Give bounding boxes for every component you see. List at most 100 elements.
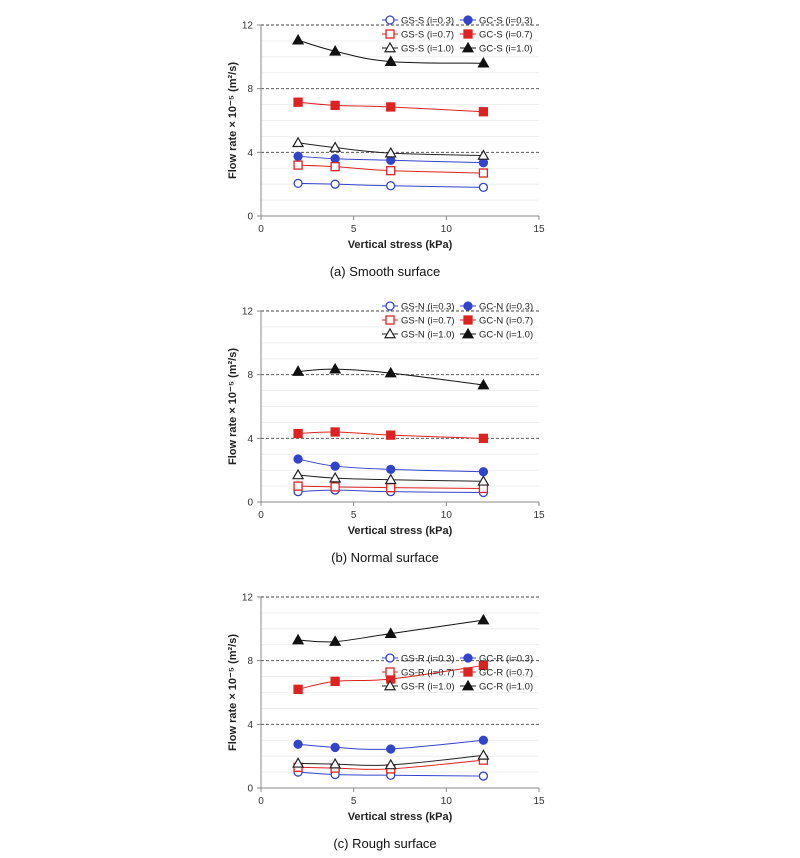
data-point — [329, 635, 342, 646]
series-gs-r-i-1-0 — [292, 749, 490, 770]
legend-item: GS-R (i=1.0) — [382, 679, 455, 693]
data-point — [478, 771, 489, 781]
legend-item: GS-R (i=0.3) — [382, 653, 455, 665]
data-point — [293, 178, 303, 189]
legend-label: GS-S (i=1.0) — [401, 44, 454, 55]
legend-item: GC-R (i=1.0) — [460, 679, 533, 693]
data-point — [292, 468, 305, 480]
panel-caption: (c) Rough surface — [333, 836, 436, 851]
legend-item: GS-S (i=0.3) — [382, 15, 454, 27]
legend-item: GC-S (i=1.0) — [460, 41, 533, 55]
data-point — [478, 467, 489, 477]
x-axis-label: Vertical stress (kPa) — [348, 239, 453, 251]
legend-item: GS-R (i=0.7) — [382, 667, 455, 679]
legend-label: GC-S (i=0.7) — [479, 30, 533, 41]
legend-item: GS-N (i=1.0) — [382, 327, 455, 341]
series-line — [298, 485, 484, 489]
x-tick-label: 15 — [533, 224, 545, 235]
data-point — [384, 627, 397, 638]
data-point — [330, 427, 340, 437]
data-point — [293, 481, 303, 491]
legend-label: GS-N (i=0.3) — [401, 302, 455, 313]
data-point — [384, 55, 397, 66]
data-point — [478, 182, 489, 193]
y-axis-label: Flow rate × 10⁻⁵ (m²/s) — [227, 634, 239, 751]
data-point — [329, 757, 342, 769]
x-tick-label: 10 — [441, 796, 453, 807]
y-tick-label: 8 — [247, 370, 253, 381]
legend-item: GC-N (i=1.0) — [460, 327, 533, 341]
series-line — [298, 164, 484, 174]
legend-label: GS-S (i=0.7) — [401, 30, 454, 41]
series-gs-s-i-1-0 — [292, 136, 490, 160]
series-line — [298, 474, 484, 482]
legend-marker — [385, 315, 395, 325]
data-point — [386, 181, 396, 191]
legend-marker — [461, 327, 475, 339]
data-point — [478, 735, 489, 745]
data-point — [478, 158, 489, 168]
data-point — [293, 428, 303, 439]
data-point — [477, 378, 490, 390]
y-tick-label: 8 — [247, 656, 253, 667]
series-line — [298, 771, 484, 777]
data-point — [477, 56, 490, 68]
y-tick-label: 0 — [247, 212, 253, 223]
legend-marker — [383, 679, 397, 691]
legend-item: GC-N (i=0.3) — [460, 301, 533, 313]
legend-label: GS-R (i=1.0) — [401, 682, 455, 693]
legend-label: GS-N (i=0.7) — [401, 316, 455, 327]
y-axis-label: Flow rate × 10⁻⁵ (m²/s) — [227, 62, 239, 179]
series-line — [298, 368, 484, 386]
data-point — [384, 758, 397, 770]
data-point — [292, 33, 305, 45]
y-tick-label: 4 — [247, 434, 253, 445]
series-gs-s-i-0-7 — [293, 160, 489, 178]
series-gc-s-i-1-0 — [292, 33, 490, 68]
legend-item: GC-S (i=0.7) — [460, 29, 533, 41]
x-tick-label: 5 — [351, 510, 357, 521]
legend-item: GS-S (i=0.7) — [382, 29, 454, 41]
data-point — [330, 100, 340, 111]
legend-label: GS-S (i=0.3) — [401, 16, 454, 27]
legend-item: GS-N (i=0.7) — [382, 315, 455, 327]
data-point — [478, 168, 489, 178]
series-line — [298, 182, 484, 188]
series-line — [297, 664, 484, 690]
series-line — [298, 431, 484, 439]
legend-marker — [385, 301, 395, 311]
y-tick-label: 4 — [247, 148, 253, 159]
legend-marker — [461, 41, 475, 53]
legend: GS-N (i=0.3) GC-N (i=0.3) GS-N (i=0.7) GC-N… — [382, 301, 533, 341]
series-gs-n-i-1-0 — [292, 468, 490, 486]
data-point — [293, 97, 303, 107]
data-point — [292, 757, 305, 768]
series-line — [298, 754, 484, 767]
series-gc-r-i-0-7 — [293, 660, 489, 694]
series-line — [298, 142, 484, 157]
series-line — [298, 759, 484, 770]
series-gs-n-i-0-7 — [293, 481, 489, 494]
y-tick-label: 12 — [242, 307, 254, 318]
x-tick-label: 15 — [533, 796, 545, 807]
series-line — [297, 458, 484, 473]
data-point — [386, 464, 396, 475]
legend-label: GC-S (i=0.3) — [479, 16, 533, 27]
data-point — [386, 102, 396, 112]
legend-marker — [383, 327, 397, 339]
series-gc-s-i-0-7 — [293, 97, 489, 117]
legend: GS-S (i=0.3) GC-S (i=0.3) GS-S (i=0.7) GC-S… — [382, 15, 533, 55]
data-point — [477, 475, 490, 486]
data-point — [293, 684, 303, 694]
legend-label: GC-R (i=0.3) — [479, 654, 533, 665]
legend-label: GC-N (i=0.7) — [479, 316, 533, 327]
series-gs-s-i-0-3 — [293, 178, 489, 193]
data-point — [330, 162, 340, 172]
series-line — [297, 39, 484, 64]
legend-marker — [385, 667, 395, 677]
data-point — [386, 744, 396, 754]
y-tick-label: 12 — [242, 21, 254, 32]
x-tick-label: 5 — [351, 224, 357, 235]
data-point — [330, 461, 340, 471]
series-line — [298, 619, 484, 643]
